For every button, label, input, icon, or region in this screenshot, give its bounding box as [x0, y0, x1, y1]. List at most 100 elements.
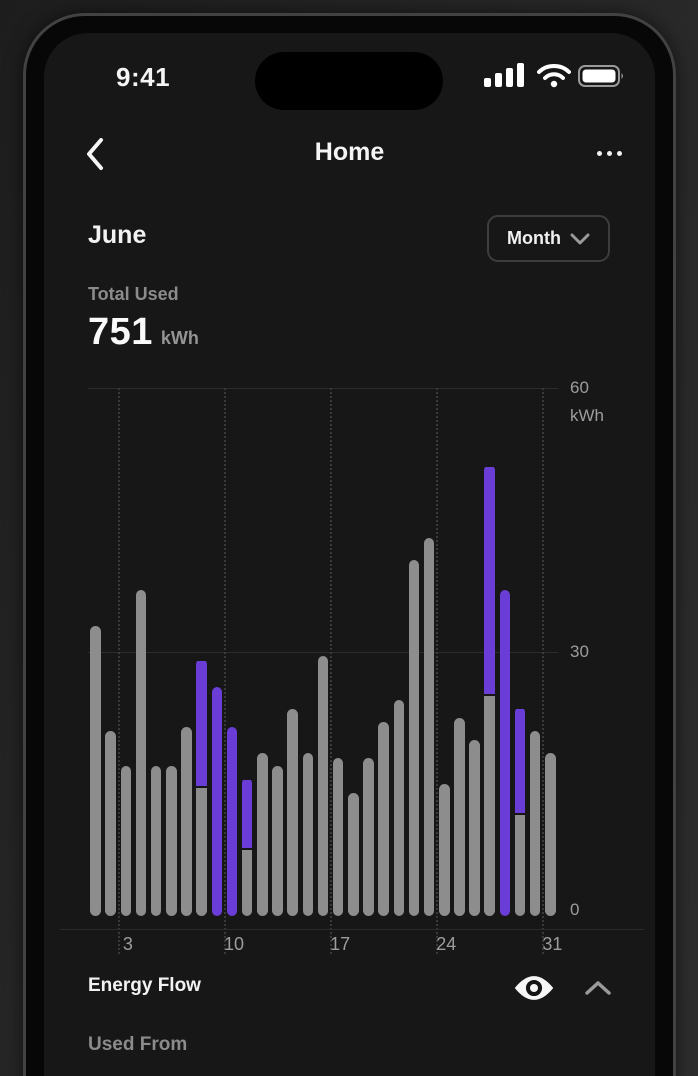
- bar-day-13[interactable]: [272, 766, 283, 916]
- x-gridline: [436, 388, 438, 954]
- bar-segment-gray: [469, 740, 480, 916]
- page-title: Home: [314, 138, 385, 166]
- bar-segment-gray: [196, 788, 207, 916]
- eye-icon[interactable]: [513, 973, 555, 1003]
- bar-day-19[interactable]: [363, 757, 374, 916]
- bar-segment-gray: [257, 753, 268, 916]
- bar-day-8[interactable]: [196, 659, 207, 916]
- bar-day-17[interactable]: [332, 757, 344, 916]
- bar-day-21[interactable]: [393, 700, 405, 916]
- bar-segment-purple: [484, 467, 495, 696]
- bar-segment-purple: [226, 726, 238, 916]
- y-gridline: [88, 652, 558, 653]
- period-selector-value: Month: [507, 228, 561, 248]
- x-tick-label: 3: [122, 934, 133, 954]
- bar-day-1[interactable]: [90, 625, 101, 916]
- bar-day-10[interactable]: [226, 726, 238, 916]
- bar-day-30[interactable]: [529, 731, 541, 916]
- bar-segment-gray: [378, 722, 389, 916]
- bar-segment-gray: [514, 814, 526, 916]
- bar-segment-gray: [545, 753, 556, 916]
- bar-day-11[interactable]: [241, 778, 253, 916]
- bar-segment-gray: [135, 590, 147, 916]
- bar-day-15[interactable]: [302, 753, 314, 916]
- x-tick-label: 31: [542, 934, 563, 954]
- bar-day-7[interactable]: [181, 726, 192, 916]
- x-gridline: [542, 388, 545, 954]
- bar-day-28[interactable]: [499, 590, 511, 916]
- bar-segment-purple: [211, 687, 223, 916]
- bar-segment-gray: [166, 766, 177, 916]
- bar-day-20[interactable]: [378, 722, 389, 916]
- wifi-icon: [537, 64, 571, 88]
- status-icons: [484, 63, 630, 89]
- bar-day-3[interactable]: [120, 766, 132, 916]
- bar-day-6[interactable]: [166, 766, 177, 916]
- bar-segment-gray: [317, 656, 329, 916]
- bar-segment-purple: [499, 590, 511, 916]
- selected-month-label: June: [88, 221, 147, 249]
- x-tick-label: 10: [224, 934, 245, 954]
- bar-segment-gray: [181, 726, 192, 916]
- battery-icon: [578, 65, 623, 87]
- bar-day-2[interactable]: [105, 731, 116, 916]
- bar-segment-gray: [408, 559, 420, 916]
- used-from-title: Used From: [88, 1034, 188, 1055]
- bar-day-5[interactable]: [150, 766, 162, 916]
- more-menu-button[interactable]: [589, 143, 629, 163]
- y-tick-label: 30: [570, 642, 589, 661]
- bar-segment-gray: [348, 792, 359, 916]
- bar-segment-gray: [393, 700, 405, 916]
- bar-day-23[interactable]: [423, 537, 435, 916]
- bar-segment-gray: [454, 718, 465, 916]
- bar-day-16[interactable]: [317, 656, 329, 916]
- period-selector-button[interactable]: Month: [487, 215, 610, 262]
- bar-day-27[interactable]: [484, 465, 495, 916]
- total-used-unit: kWh: [160, 328, 199, 348]
- bar-day-26[interactable]: [469, 740, 480, 916]
- y-tick-label: 0: [570, 900, 580, 919]
- x-tick-label: 17: [330, 934, 351, 954]
- y-axis-unit-label: kWh: [570, 406, 604, 425]
- dynamic-island: [255, 52, 443, 110]
- bar-segment-gray: [90, 625, 101, 916]
- bar-day-9[interactable]: [211, 687, 223, 916]
- energy-flow-title: Energy Flow: [88, 975, 201, 996]
- chevron-down-icon: [570, 233, 590, 244]
- bar-segment-gray: [150, 766, 162, 916]
- x-gridline: [117, 388, 120, 954]
- bar-segment-gray: [423, 537, 435, 916]
- bar-segment-gray: [241, 850, 253, 916]
- ellipsis-icon: [596, 150, 602, 156]
- x-gridline: [223, 388, 226, 954]
- bar-day-31[interactable]: [545, 753, 556, 916]
- signal-icon: [484, 63, 524, 87]
- bar-day-25[interactable]: [454, 718, 465, 916]
- bar-segment-gray: [529, 731, 541, 916]
- x-tick-label: 24: [436, 934, 457, 954]
- bar-day-12[interactable]: [257, 753, 268, 916]
- bar-segment-gray: [332, 757, 344, 916]
- bar-segment-purple: [241, 779, 253, 850]
- collapse-chevron-up-icon[interactable]: [584, 980, 612, 997]
- bar-day-29[interactable]: [514, 707, 526, 916]
- back-button[interactable]: [80, 135, 110, 173]
- bar-segment-gray: [120, 766, 132, 916]
- bar-segment-gray: [105, 731, 116, 916]
- bar-segment-gray: [363, 757, 374, 916]
- total-used-value-row: 751 kWh: [88, 311, 199, 354]
- bar-segment-purple: [196, 660, 207, 789]
- bar-day-14[interactable]: [287, 709, 298, 916]
- total-used-value: 751: [88, 311, 153, 353]
- y-tick-label: 60: [570, 378, 589, 397]
- bar-segment-purple: [514, 709, 526, 815]
- bar-day-24[interactable]: [439, 784, 450, 916]
- bar-day-22[interactable]: [408, 559, 420, 916]
- y-gridline: [88, 388, 558, 389]
- phone-frame: 9:41 Home: [23, 13, 676, 1076]
- bar-segment-gray: [287, 709, 298, 916]
- bar-day-4[interactable]: [135, 590, 147, 916]
- bar-day-18[interactable]: [348, 792, 359, 916]
- x-axis-line: [60, 929, 644, 930]
